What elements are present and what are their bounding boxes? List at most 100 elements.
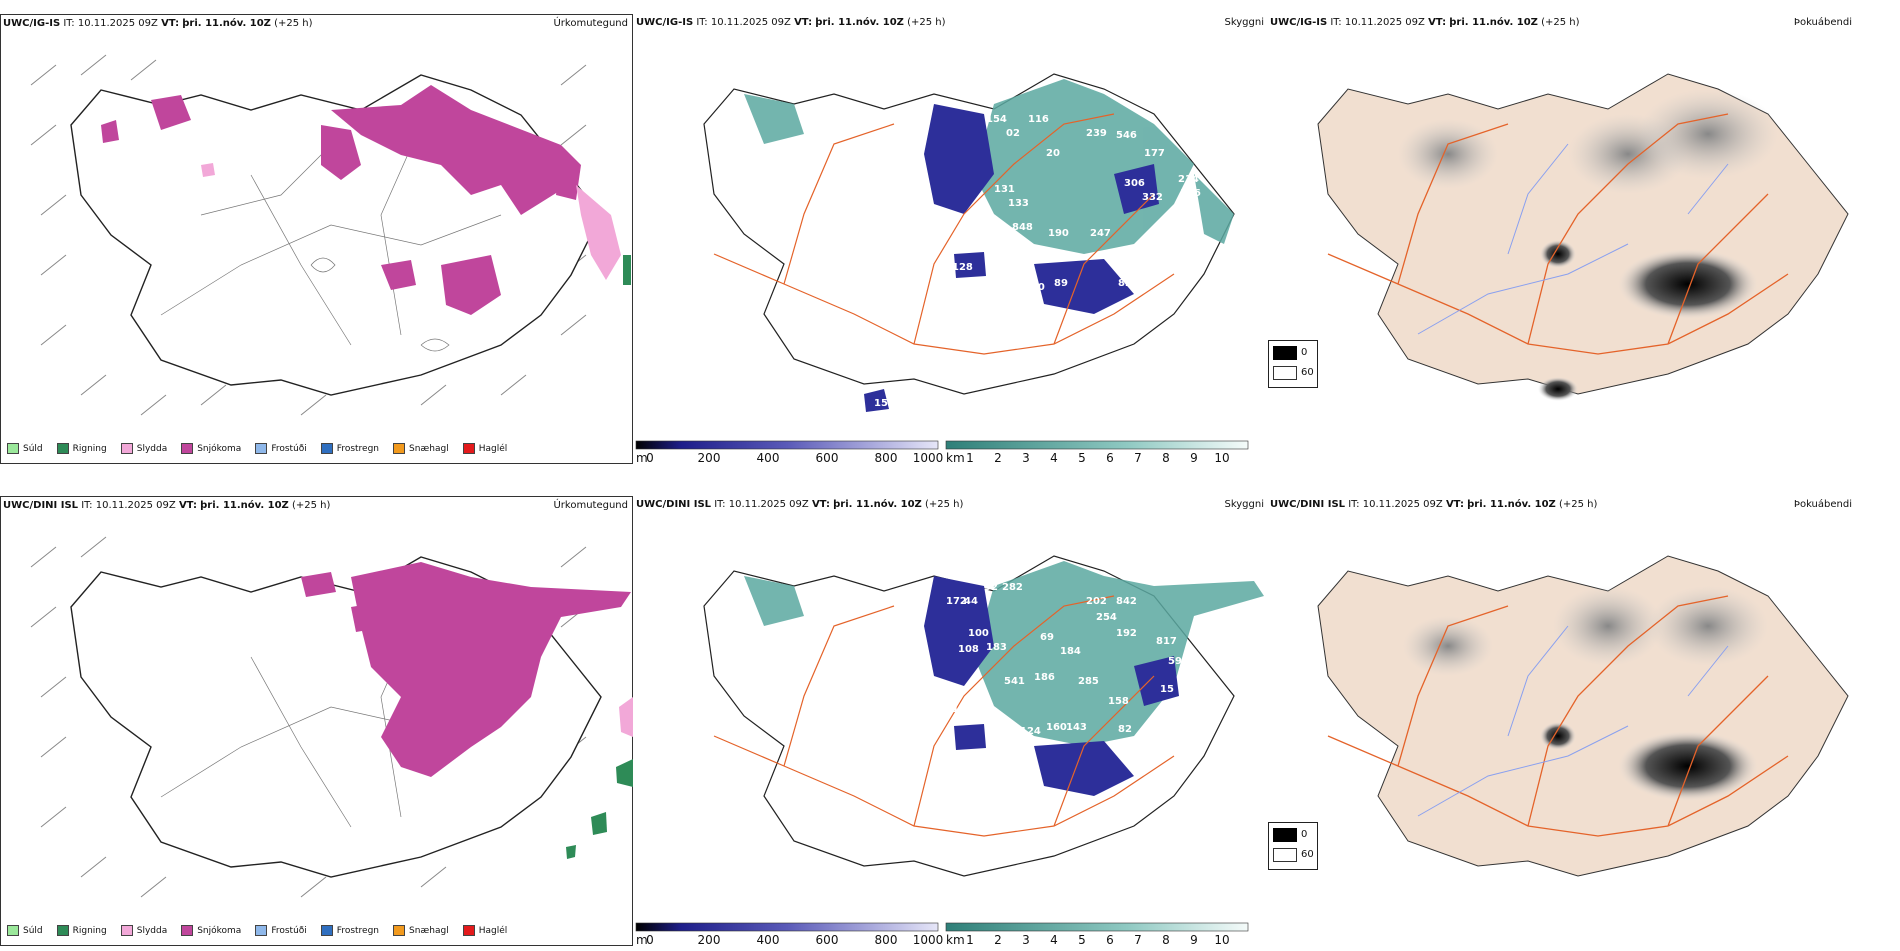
cloud-number: 154: [986, 114, 1007, 125]
visibility-unit: km: [946, 451, 965, 465]
fog-key: 0 60: [1268, 822, 1318, 870]
cloud-number-labels: 154 02 116 239 546 20 177 306 332 214 19…: [748, 114, 1201, 409]
cloud-map: 172 44 32 282 202 842 254 192 817 100 10…: [703, 555, 1264, 877]
legend-swatch: [181, 443, 194, 454]
visibility-colorbar: [945, 922, 1249, 932]
cloud-number: 32: [984, 582, 998, 593]
cloud-number: 73: [766, 152, 780, 163]
cloud-number: 15: [874, 398, 888, 409]
legend-item: Snjókoma: [181, 443, 241, 454]
legend-item: Súld: [7, 443, 43, 454]
legend-item: Frostregn: [320, 443, 379, 454]
cloud-number-labels: 172 44 32 282 202 842 254 192 817 100 10…: [946, 582, 1182, 737]
cloud-number: 135: [952, 704, 973, 715]
panel-header: UWC/DINI ISL IT: 10.11.2025 09Z VT: þri.…: [3, 500, 331, 511]
fog-key-high-swatch: [1273, 828, 1297, 842]
fog-key-low: 60: [1301, 849, 1314, 860]
precip-map: [30, 536, 633, 898]
cloud-number: 817: [1156, 636, 1177, 647]
legend-item: Frostúði: [255, 443, 307, 454]
fog-panel-bottom: UWC/DINI ISL IT: 10.11.2025 09Z VT: þri.…: [1268, 496, 1900, 946]
visibility-tick: 9: [1190, 933, 1198, 947]
fog-map: [1317, 73, 1849, 401]
cloud-base-colorbar: [635, 440, 939, 450]
cloud-number: 332: [1142, 192, 1163, 203]
cloud-number: 184: [1060, 646, 1081, 657]
cloud-panel-top: UWC/IG-IS IT: 10.11.2025 09Z VT: þri. 11…: [634, 14, 1268, 465]
cloud-number: 196: [1180, 188, 1201, 199]
cloud-base-tick: 200: [697, 451, 721, 465]
fog-key-high: 0: [1301, 829, 1308, 840]
cloud-number: 160: [1046, 722, 1067, 733]
cloud-number: 282: [1002, 582, 1023, 593]
legend-item: Snæhagl: [393, 443, 449, 454]
legend-swatch: [320, 925, 333, 936]
cloud-number: 43: [748, 144, 762, 155]
fog-key-low: 60: [1301, 367, 1314, 378]
visibility-tick: 5: [1078, 933, 1086, 947]
cloud-number: 116: [1028, 114, 1049, 125]
precip-panel-top: UWC/IG-IS IT: 10.11.2025 09Z VT: þri. 11…: [0, 14, 633, 464]
colorbars: [635, 440, 1249, 450]
cloud-base-tick: 800: [874, 933, 898, 947]
panel-header: UWC/IG-IS IT: 10.11.2025 09Z VT: þri. 11…: [636, 17, 946, 28]
visibility-tick: 1: [966, 933, 974, 947]
legend-item: Haglél: [462, 925, 507, 936]
cloud-base-tick: 600: [815, 933, 839, 947]
cloud-number: 108: [958, 644, 979, 655]
panel-title: Þokuábendi: [1793, 17, 1852, 28]
cloud-number: 177: [1144, 148, 1165, 159]
precip-panel-bottom: UWC/DINI ISL IT: 10.11.2025 09Z VT: þri.…: [0, 496, 633, 946]
cloud-base-tick: 400: [756, 933, 780, 947]
visibility-tick: 5: [1078, 451, 1086, 465]
cloud-base-tick: 1000: [912, 451, 944, 465]
fog-key-high: 0: [1301, 347, 1308, 358]
legend-swatch: [255, 443, 268, 454]
precip-legend: Súld Rigning Slydda Snjókoma Frostúði Fr…: [7, 925, 507, 936]
cloud-number: 306: [1124, 178, 1145, 189]
fog-key-high-swatch: [1273, 346, 1297, 360]
legend-swatch: [7, 443, 19, 454]
cloud-number: 131: [994, 184, 1015, 195]
cloud-base-tick: 200: [697, 933, 721, 947]
panel-title: Úrkomutegund: [553, 18, 628, 29]
visibility-tick: 2: [994, 933, 1002, 947]
cloud-number: 140: [1024, 282, 1045, 293]
visibility-tick: 1: [966, 451, 974, 465]
cloud-number: 848: [1012, 222, 1033, 233]
visibility-tick: 3: [1022, 451, 1030, 465]
cloud-number: 186: [1034, 672, 1055, 683]
legend-item: Haglél: [462, 443, 507, 454]
cloud-number: 546: [1116, 130, 1137, 141]
cloud-number: 20: [1046, 148, 1060, 159]
visibility-unit: km: [946, 933, 965, 947]
legend-item: Rigning: [56, 443, 107, 454]
cloud-number: 158: [1108, 696, 1129, 707]
legend-item: Snjókoma: [181, 925, 241, 936]
cloud-number: 172: [946, 596, 967, 607]
cloud-number: 239: [1086, 128, 1107, 139]
cloud-base-tick: 600: [815, 451, 839, 465]
colorbars: [635, 922, 1249, 932]
legend-swatch: [120, 443, 133, 454]
cloud-number: 254: [1096, 612, 1117, 623]
cloud-base-colorbar: [635, 922, 939, 932]
iceland-outline: [70, 74, 602, 396]
fog-key: 0 60: [1268, 340, 1318, 388]
legend-swatch: [462, 443, 475, 454]
legend-swatch: [7, 925, 19, 936]
cloud-number: 214: [1178, 174, 1199, 185]
panel-header: UWC/IG-IS IT: 10.11.2025 09Z VT: þri. 11…: [1270, 17, 1580, 28]
legend-item: Frostregn: [320, 925, 379, 936]
cloud-number: 842: [1116, 596, 1137, 607]
visibility-tick: 9: [1190, 451, 1198, 465]
cloud-base-tick: 1000: [912, 933, 944, 947]
cloud-number: 124: [1020, 726, 1041, 737]
cloud-base-tick: 800: [874, 451, 898, 465]
visibility-tick: 4: [1050, 451, 1058, 465]
cloud-number: 10: [970, 210, 984, 221]
cloud-number: 82: [1118, 724, 1132, 735]
panel-header: UWC/DINI ISL IT: 10.11.2025 09Z VT: þri.…: [1270, 499, 1598, 510]
cloud-base-tick: 400: [756, 451, 780, 465]
legend-item: Súld: [7, 925, 43, 936]
